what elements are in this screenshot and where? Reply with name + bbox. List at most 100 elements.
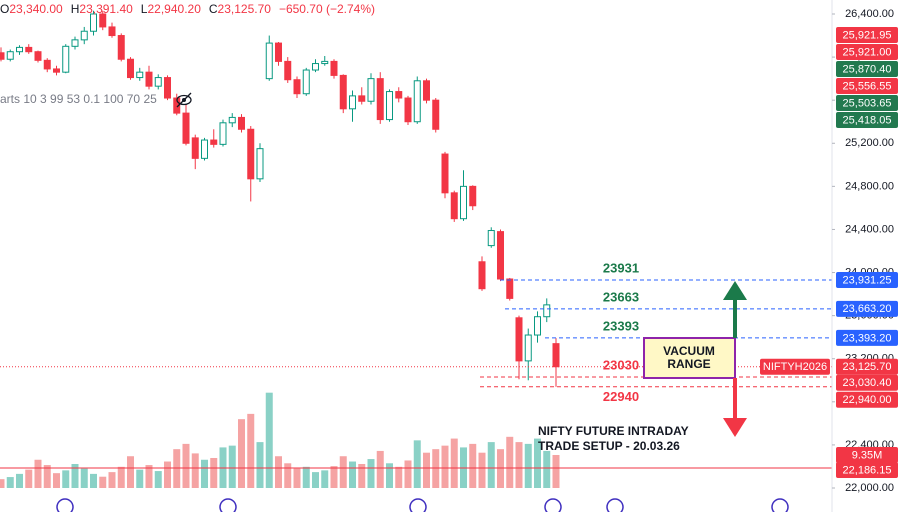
volume-bar: [543, 450, 551, 488]
volume-bar: [99, 476, 107, 488]
volume-bar: [423, 452, 430, 488]
volume-bar: [173, 449, 181, 488]
volume-bar: [478, 452, 486, 488]
ohlc-header: O23,340.00 H23,391.40 L22,940.20 C23,125.70…: [0, 2, 375, 16]
volume-bar: [136, 469, 144, 488]
volume-bar: [265, 392, 273, 488]
setup-text: NIFTY FUTURE INTRADAY: [538, 424, 689, 438]
last-price-badge-text: 23,125.70: [843, 361, 892, 373]
indicator-badge-text: 25,921.95: [843, 29, 892, 41]
candle-body: [367, 78, 375, 102]
candle-body: [182, 112, 190, 144]
header-value: 23,391.40: [79, 2, 133, 16]
volume-bar: [349, 461, 356, 488]
candle-body: [53, 68, 60, 73]
candle-body: [386, 91, 393, 121]
volume-bar: [201, 459, 208, 488]
volume-bar: [312, 472, 319, 488]
volume-badge-text: 9.35M: [852, 449, 883, 461]
candle-body: [210, 139, 218, 145]
candle-body: [247, 128, 255, 180]
level-badge: [836, 374, 898, 391]
level-badge: [836, 329, 898, 346]
eye-off-icon[interactable]: [176, 92, 192, 108]
candle-body: [43, 59, 51, 70]
symbol-badge: [760, 358, 830, 375]
volume-bar: [275, 456, 282, 488]
support-badge-text: 22,186.15: [843, 464, 892, 476]
candle-body: [265, 42, 273, 80]
candle-body: [469, 185, 477, 207]
y-tick-label: 22,000.00: [845, 482, 894, 494]
volume-bar: [71, 463, 79, 488]
volume-bar: [228, 445, 236, 488]
volume-bar: [145, 465, 153, 488]
level-badge-text: 22,940.00: [843, 394, 892, 406]
volume-bar: [154, 471, 162, 488]
candle-body: [358, 95, 366, 102]
volume-bar: [330, 466, 338, 488]
candle-body: [552, 343, 560, 368]
volume-bar: [524, 443, 532, 488]
candle-body: [413, 80, 421, 123]
y-tick-label: 25,200.00: [845, 137, 894, 149]
level-badge: [836, 300, 898, 317]
indicator-badge-text: 25,503.65: [843, 97, 892, 109]
header-key: C: [209, 2, 218, 16]
plot-area: 23931 23663 23393 23030 22940 NIFTYH2026: [0, 10, 832, 488]
candle-body: [524, 334, 532, 362]
level-badge: [836, 391, 898, 408]
level-badge-text: 23,030.40: [843, 377, 892, 389]
candle-body: [441, 153, 449, 194]
volume-bar: [450, 438, 458, 488]
volume-bar: [534, 438, 541, 488]
y-tick-label: 24,800.00: [845, 180, 894, 192]
candle-body: [6, 51, 14, 60]
event-markers[interactable]: [56, 498, 789, 512]
candle-body: [0, 52, 5, 60]
volume-bar: [367, 459, 375, 488]
volume-bar: [506, 436, 514, 488]
candle-body: [201, 139, 208, 159]
indicator-legend: arts 10 3 99 53 0.1 100 70 25: [0, 92, 157, 106]
indicator-badge-text: 25,870.40: [843, 63, 892, 75]
candle-body: [164, 77, 171, 99]
indicator-badge: [836, 112, 898, 128]
volume-bar: [395, 466, 403, 488]
volume-bar: [515, 442, 523, 488]
indicator-badge: [836, 27, 898, 43]
indicator-badge-text: 25,556.55: [843, 80, 892, 92]
indicator-badge: [836, 61, 898, 77]
candle-body: [154, 77, 162, 87]
candle-body: [16, 46, 23, 53]
candle-body: [339, 74, 347, 110]
level-badge-text: 23,663.20: [843, 303, 892, 315]
candle-body: [515, 317, 523, 362]
candle-body: [219, 122, 227, 145]
level-note: 22940: [603, 389, 639, 404]
indicator-badge: [836, 78, 898, 94]
header-value: 22,940.20: [147, 2, 201, 16]
level-note: 23931: [603, 260, 639, 275]
candle-body: [460, 185, 467, 220]
volume-bar: [90, 473, 97, 488]
candle-body: [275, 42, 282, 62]
volume-bar: [0, 479, 5, 488]
level-badge-text: 23,931.25: [843, 274, 892, 286]
candle-body: [330, 60, 338, 76]
volume-bar: [53, 473, 60, 488]
candle-body: [506, 278, 514, 299]
volume-badge: [836, 447, 898, 463]
header-value: −650.70 (−2.74%): [279, 2, 375, 16]
candle-body: [62, 45, 70, 73]
candle-body: [487, 230, 495, 247]
candle-body: [71, 39, 79, 47]
y-tick-label: 26,400.00: [845, 8, 894, 20]
header-key: H: [71, 2, 80, 16]
price-axis: 26,400.0026,000.0025,600.0025,200.0024,8…: [831, 0, 902, 512]
y-tick-label: 24,400.00: [845, 223, 894, 235]
candle-body: [432, 99, 440, 130]
